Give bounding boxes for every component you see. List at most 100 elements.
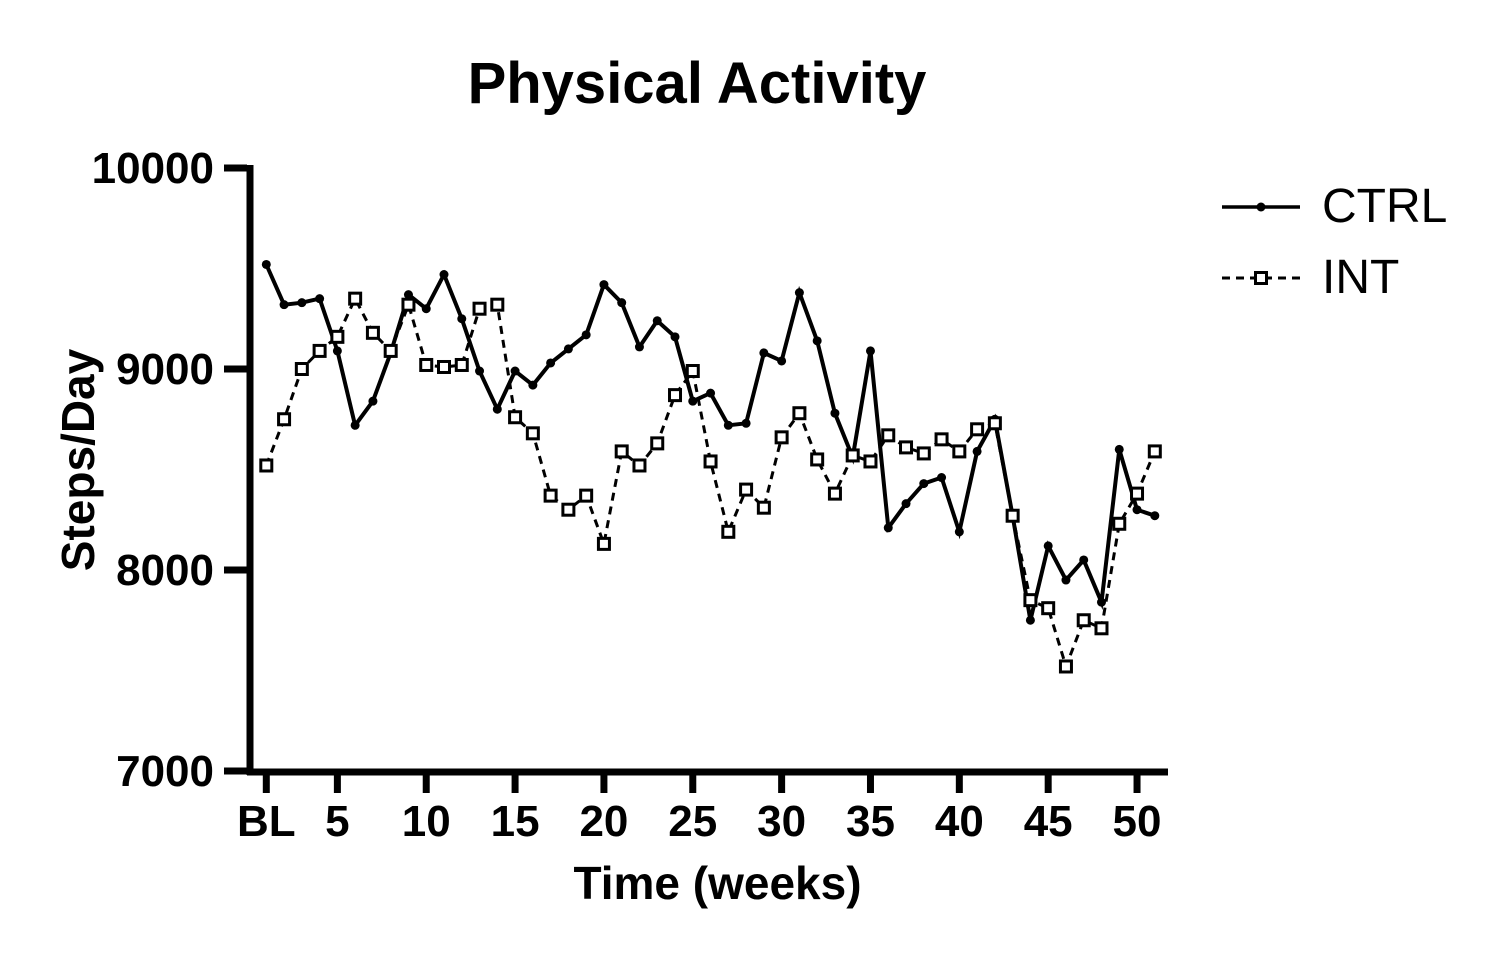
x-tick-label: 40 (935, 797, 984, 846)
data-point-ctrl (706, 388, 716, 398)
data-point-int (294, 362, 309, 376)
data-point-ctrl (457, 314, 467, 324)
data-point-ctrl (865, 346, 875, 356)
data-point-ctrl (1096, 597, 1106, 607)
x-tick-label: 35 (846, 797, 895, 846)
data-point-ctrl (617, 298, 627, 308)
data-point-ctrl (741, 418, 751, 428)
data-point-int (899, 440, 914, 455)
data-point-int (259, 458, 274, 473)
data-point-ctrl (599, 280, 609, 290)
data-point-int (1094, 621, 1109, 636)
legend-marker-ctrl (1256, 202, 1266, 212)
data-point-int (650, 436, 665, 451)
data-point-ctrl (883, 523, 893, 533)
data-point-int (330, 329, 345, 344)
data-point-int (419, 357, 434, 372)
data-point-int (881, 428, 896, 443)
data-point-int (1023, 593, 1038, 608)
data-point-ctrl (581, 330, 591, 340)
chart-title: Physical Activity (467, 51, 927, 116)
x-tick-label: 50 (1113, 797, 1162, 846)
data-point-ctrl (794, 288, 804, 298)
y-tick-label: 9000 (116, 345, 214, 394)
data-point-ctrl (723, 420, 733, 430)
data-point-ctrl (332, 346, 342, 356)
data-point-ctrl (315, 294, 325, 304)
data-point-ctrl (759, 348, 769, 358)
data-point-ctrl (634, 342, 644, 352)
data-point-int (437, 359, 451, 374)
data-point-ctrl (1043, 541, 1053, 551)
data-point-int (934, 432, 949, 447)
data-point-int (810, 452, 825, 467)
data-point-int (525, 426, 540, 441)
data-point-int (756, 500, 771, 515)
data-point-ctrl (1025, 615, 1035, 625)
legend-label-ctrl: CTRL (1322, 180, 1448, 233)
series-line-ctrl (264, 263, 1156, 621)
y-tick-label: 8000 (116, 546, 214, 595)
data-point-ctrl (350, 420, 360, 430)
data-point-ctrl (475, 366, 485, 376)
x-axis-title: Time (weeks) (573, 857, 862, 909)
data-point-ctrl (901, 499, 911, 509)
series-line-int (264, 295, 1157, 672)
data-point-int (383, 343, 398, 358)
x-tick-label: 10 (402, 797, 451, 846)
data-point-int (863, 454, 878, 469)
data-point-int (970, 422, 985, 437)
y-axis-title: Steps/Day (52, 348, 104, 572)
data-point-int (472, 301, 487, 316)
data-point-ctrl (777, 356, 787, 366)
data-point-int (277, 412, 292, 427)
y-tick-label: 10000 (92, 144, 214, 193)
data-point-int (1076, 613, 1091, 628)
data-point-ctrl (528, 380, 538, 390)
data-point-int (348, 291, 363, 306)
data-point-int (312, 343, 327, 358)
data-point-int (632, 458, 647, 473)
data-point-int (454, 357, 469, 372)
data-point-ctrl (279, 300, 289, 310)
x-tick-label: 5 (325, 797, 349, 846)
data-point-int (845, 448, 860, 463)
data-point-int (508, 410, 523, 425)
data-point-ctrl (937, 473, 947, 483)
x-tick-label: BL (237, 797, 296, 846)
data-point-int (721, 524, 736, 539)
data-point-ctrl (546, 358, 556, 368)
data-point-ctrl (403, 290, 413, 300)
data-point-ctrl (972, 446, 982, 456)
data-point-ctrl (954, 527, 964, 537)
data-point-int (739, 482, 754, 497)
data-point-int (1005, 508, 1020, 523)
data-point-ctrl (670, 332, 680, 342)
data-point-int (1112, 516, 1127, 531)
data-point-ctrl (688, 396, 698, 406)
data-point-ctrl (830, 408, 840, 418)
data-point-int (952, 444, 967, 459)
data-point-int (1147, 444, 1162, 459)
x-tick-label: 30 (757, 797, 806, 846)
data-point-ctrl (439, 270, 449, 280)
data-point-ctrl (1114, 444, 1124, 454)
data-point-ctrl (368, 396, 378, 406)
legend-label-int: INT (1322, 251, 1400, 304)
data-point-ctrl (1079, 555, 1089, 565)
data-point-int (365, 325, 380, 340)
data-point-int (774, 430, 789, 445)
x-tick-label: 45 (1024, 797, 1073, 846)
y-tick-label: 7000 (116, 747, 214, 796)
data-point-int (703, 454, 718, 469)
data-point-int (561, 502, 576, 517)
data-point-int (596, 536, 611, 551)
data-point-int (987, 416, 1002, 431)
data-point-int (579, 488, 594, 503)
data-point-ctrl (492, 404, 502, 414)
data-point-ctrl (510, 366, 520, 376)
data-point-ctrl (1061, 575, 1071, 585)
data-point-ctrl (652, 316, 662, 326)
